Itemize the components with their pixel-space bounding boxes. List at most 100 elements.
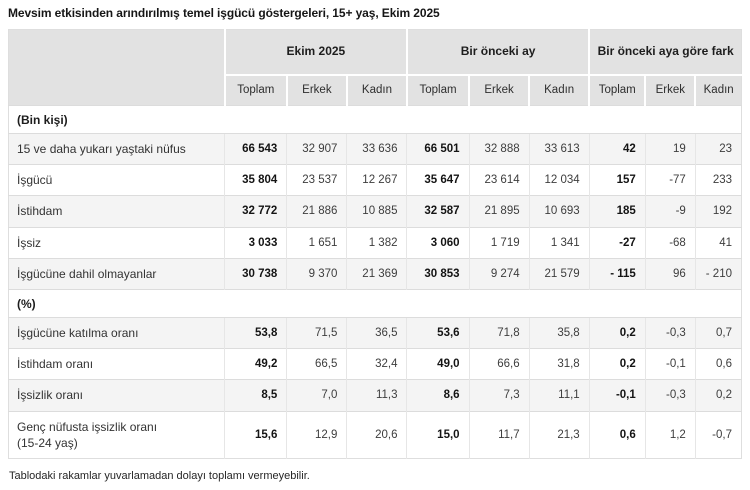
value-cell: 30 738 (224, 257, 287, 290)
value-cell: 12 267 (346, 164, 407, 196)
value-cell: 71,8 (468, 316, 530, 349)
table-row-genc-issizlik: Genç nüfusta işsizlik oranı (15-24 yaş) … (8, 410, 742, 459)
value-cell: 20,6 (346, 410, 407, 459)
value-cell: 7,0 (286, 379, 347, 411)
value-cell: 41 (694, 226, 742, 259)
row-label: 15 ve daha yukarı yaştaki nüfus (8, 132, 225, 165)
section-header-row-percent: (%) (8, 288, 742, 318)
value-cell: 1,2 (644, 410, 696, 459)
value-cell: 21 579 (528, 257, 590, 290)
table-row-katilma-orani: İşgücüne katılma oranı 53,8 71,5 36,5 53… (8, 316, 742, 349)
value-cell: 30 853 (406, 257, 470, 290)
value-cell: -68 (644, 226, 696, 259)
value-cell: 0,7 (694, 316, 742, 349)
row-label: İşgücüne dahil olmayanlar (8, 257, 225, 290)
column-subheader-row: Toplam Erkek Kadın Toplam Erkek Kadın To… (9, 74, 742, 106)
value-cell: 36,5 (346, 316, 407, 349)
value-cell: 33 613 (528, 132, 590, 165)
value-cell: 0,2 (588, 316, 646, 349)
section-header-row-bin-kisi: (Bin kişi) (8, 105, 742, 134)
column-group-onceki-ay: Bir önceki ay (405, 29, 590, 76)
value-cell: 66 543 (224, 132, 287, 165)
row-label-line1: Genç nüfusta işsizlik oranı (17, 419, 158, 434)
value-cell: -27 (588, 226, 646, 259)
value-cell: -0,1 (644, 348, 696, 380)
value-cell: -9 (644, 195, 696, 228)
row-label: İşsiz (8, 226, 225, 259)
value-cell: 15,6 (224, 410, 287, 459)
subheader-erkek-1: Erkek (285, 74, 347, 106)
value-cell: 9 370 (286, 257, 347, 290)
value-cell: 8,6 (406, 379, 470, 411)
value-cell: 1 719 (468, 226, 530, 259)
value-cell: 32 888 (468, 132, 530, 165)
subheader-erkek-2: Erkek (468, 74, 530, 106)
value-cell: 0,6 (694, 348, 742, 380)
table-row-istihdam-orani: İstihdam oranı 49,2 66,5 32,4 49,0 66,6 … (8, 348, 742, 380)
value-cell: - 115 (588, 257, 646, 290)
value-cell: - 210 (694, 257, 742, 290)
subheader-toplam-3: Toplam (588, 74, 646, 106)
table-row-nufus: 15 ve daha yukarı yaştaki nüfus 66 543 3… (8, 132, 742, 165)
value-cell: -0,7 (694, 410, 742, 459)
subheader-toplam-1: Toplam (223, 74, 287, 106)
value-cell: 31,8 (528, 348, 590, 380)
value-cell: 49,2 (224, 348, 287, 380)
value-cell: 32 587 (406, 195, 470, 228)
value-cell: 7,3 (468, 379, 530, 411)
value-cell: 3 033 (224, 226, 287, 259)
row-label: İstihdam oranı (8, 348, 225, 380)
value-cell: 10 693 (528, 195, 590, 228)
value-cell: 1 341 (528, 226, 590, 259)
value-cell: 12 034 (528, 164, 590, 196)
column-group-row: Ekim 2025 Bir önceki ay Bir önceki aya g… (8, 29, 742, 106)
subheader-toplam-2: Toplam (405, 74, 470, 106)
row-label: İşgücüne katılma oranı (8, 316, 225, 349)
value-cell: 35 804 (224, 164, 287, 196)
column-group-ekim-2025: Ekim 2025 (223, 29, 407, 76)
labor-indicators-table: Ekim 2025 Bir önceki ay Bir önceki aya g… (8, 29, 742, 459)
value-cell: 53,6 (406, 316, 470, 349)
section-header-label: (%) (8, 288, 742, 318)
subheader-kadin-3: Kadın (694, 74, 742, 106)
value-cell: 23 614 (468, 164, 530, 196)
value-cell: 192 (694, 195, 742, 228)
value-cell: 23 537 (286, 164, 347, 196)
value-cell: 35,8 (528, 316, 590, 349)
value-cell: 185 (588, 195, 646, 228)
value-cell: 11,3 (346, 379, 407, 411)
value-cell: 49,0 (406, 348, 470, 380)
value-cell: 157 (588, 164, 646, 196)
value-cell: 3 060 (406, 226, 470, 259)
corner-cell (8, 29, 225, 106)
value-cell: 0,2 (694, 379, 742, 411)
value-cell: 8,5 (224, 379, 287, 411)
value-cell: 66 501 (406, 132, 470, 165)
value-cell: 23 (694, 132, 742, 165)
value-cell: 233 (694, 164, 742, 196)
table-row-isgucu: İşgücü 35 804 23 537 12 267 35 647 23 61… (8, 164, 742, 196)
subheader-kadin-2: Kadın (528, 74, 590, 106)
value-cell: 19 (644, 132, 696, 165)
page-title: Mevsim etkisinden arındırılmış temel işg… (8, 6, 440, 20)
value-cell: 0,2 (588, 348, 646, 380)
subheader-kadin-1: Kadın (345, 74, 407, 106)
value-cell: 32,4 (346, 348, 407, 380)
value-cell: 35 647 (406, 164, 470, 196)
value-cell: 11,1 (528, 379, 590, 411)
value-cell: 15,0 (406, 410, 470, 459)
section-header-label: (Bin kişi) (8, 105, 742, 134)
value-cell: 21,3 (528, 410, 590, 459)
value-cell: -0,3 (644, 316, 696, 349)
table-row-istihdam: İstihdam 32 772 21 886 10 885 32 587 21 … (8, 195, 742, 228)
value-cell: 53,8 (224, 316, 287, 349)
row-label: İşsizlik oranı (8, 379, 225, 411)
value-cell: 66,6 (468, 348, 530, 380)
subheader-erkek-3: Erkek (644, 74, 696, 106)
table-row-dahil-olmayanlar: İşgücüne dahil olmayanlar 30 738 9 370 2… (8, 257, 742, 290)
value-cell: 32 772 (224, 195, 287, 228)
value-cell: 66,5 (286, 348, 347, 380)
value-cell: -77 (644, 164, 696, 196)
value-cell: 96 (644, 257, 696, 290)
value-cell: 21 886 (286, 195, 347, 228)
